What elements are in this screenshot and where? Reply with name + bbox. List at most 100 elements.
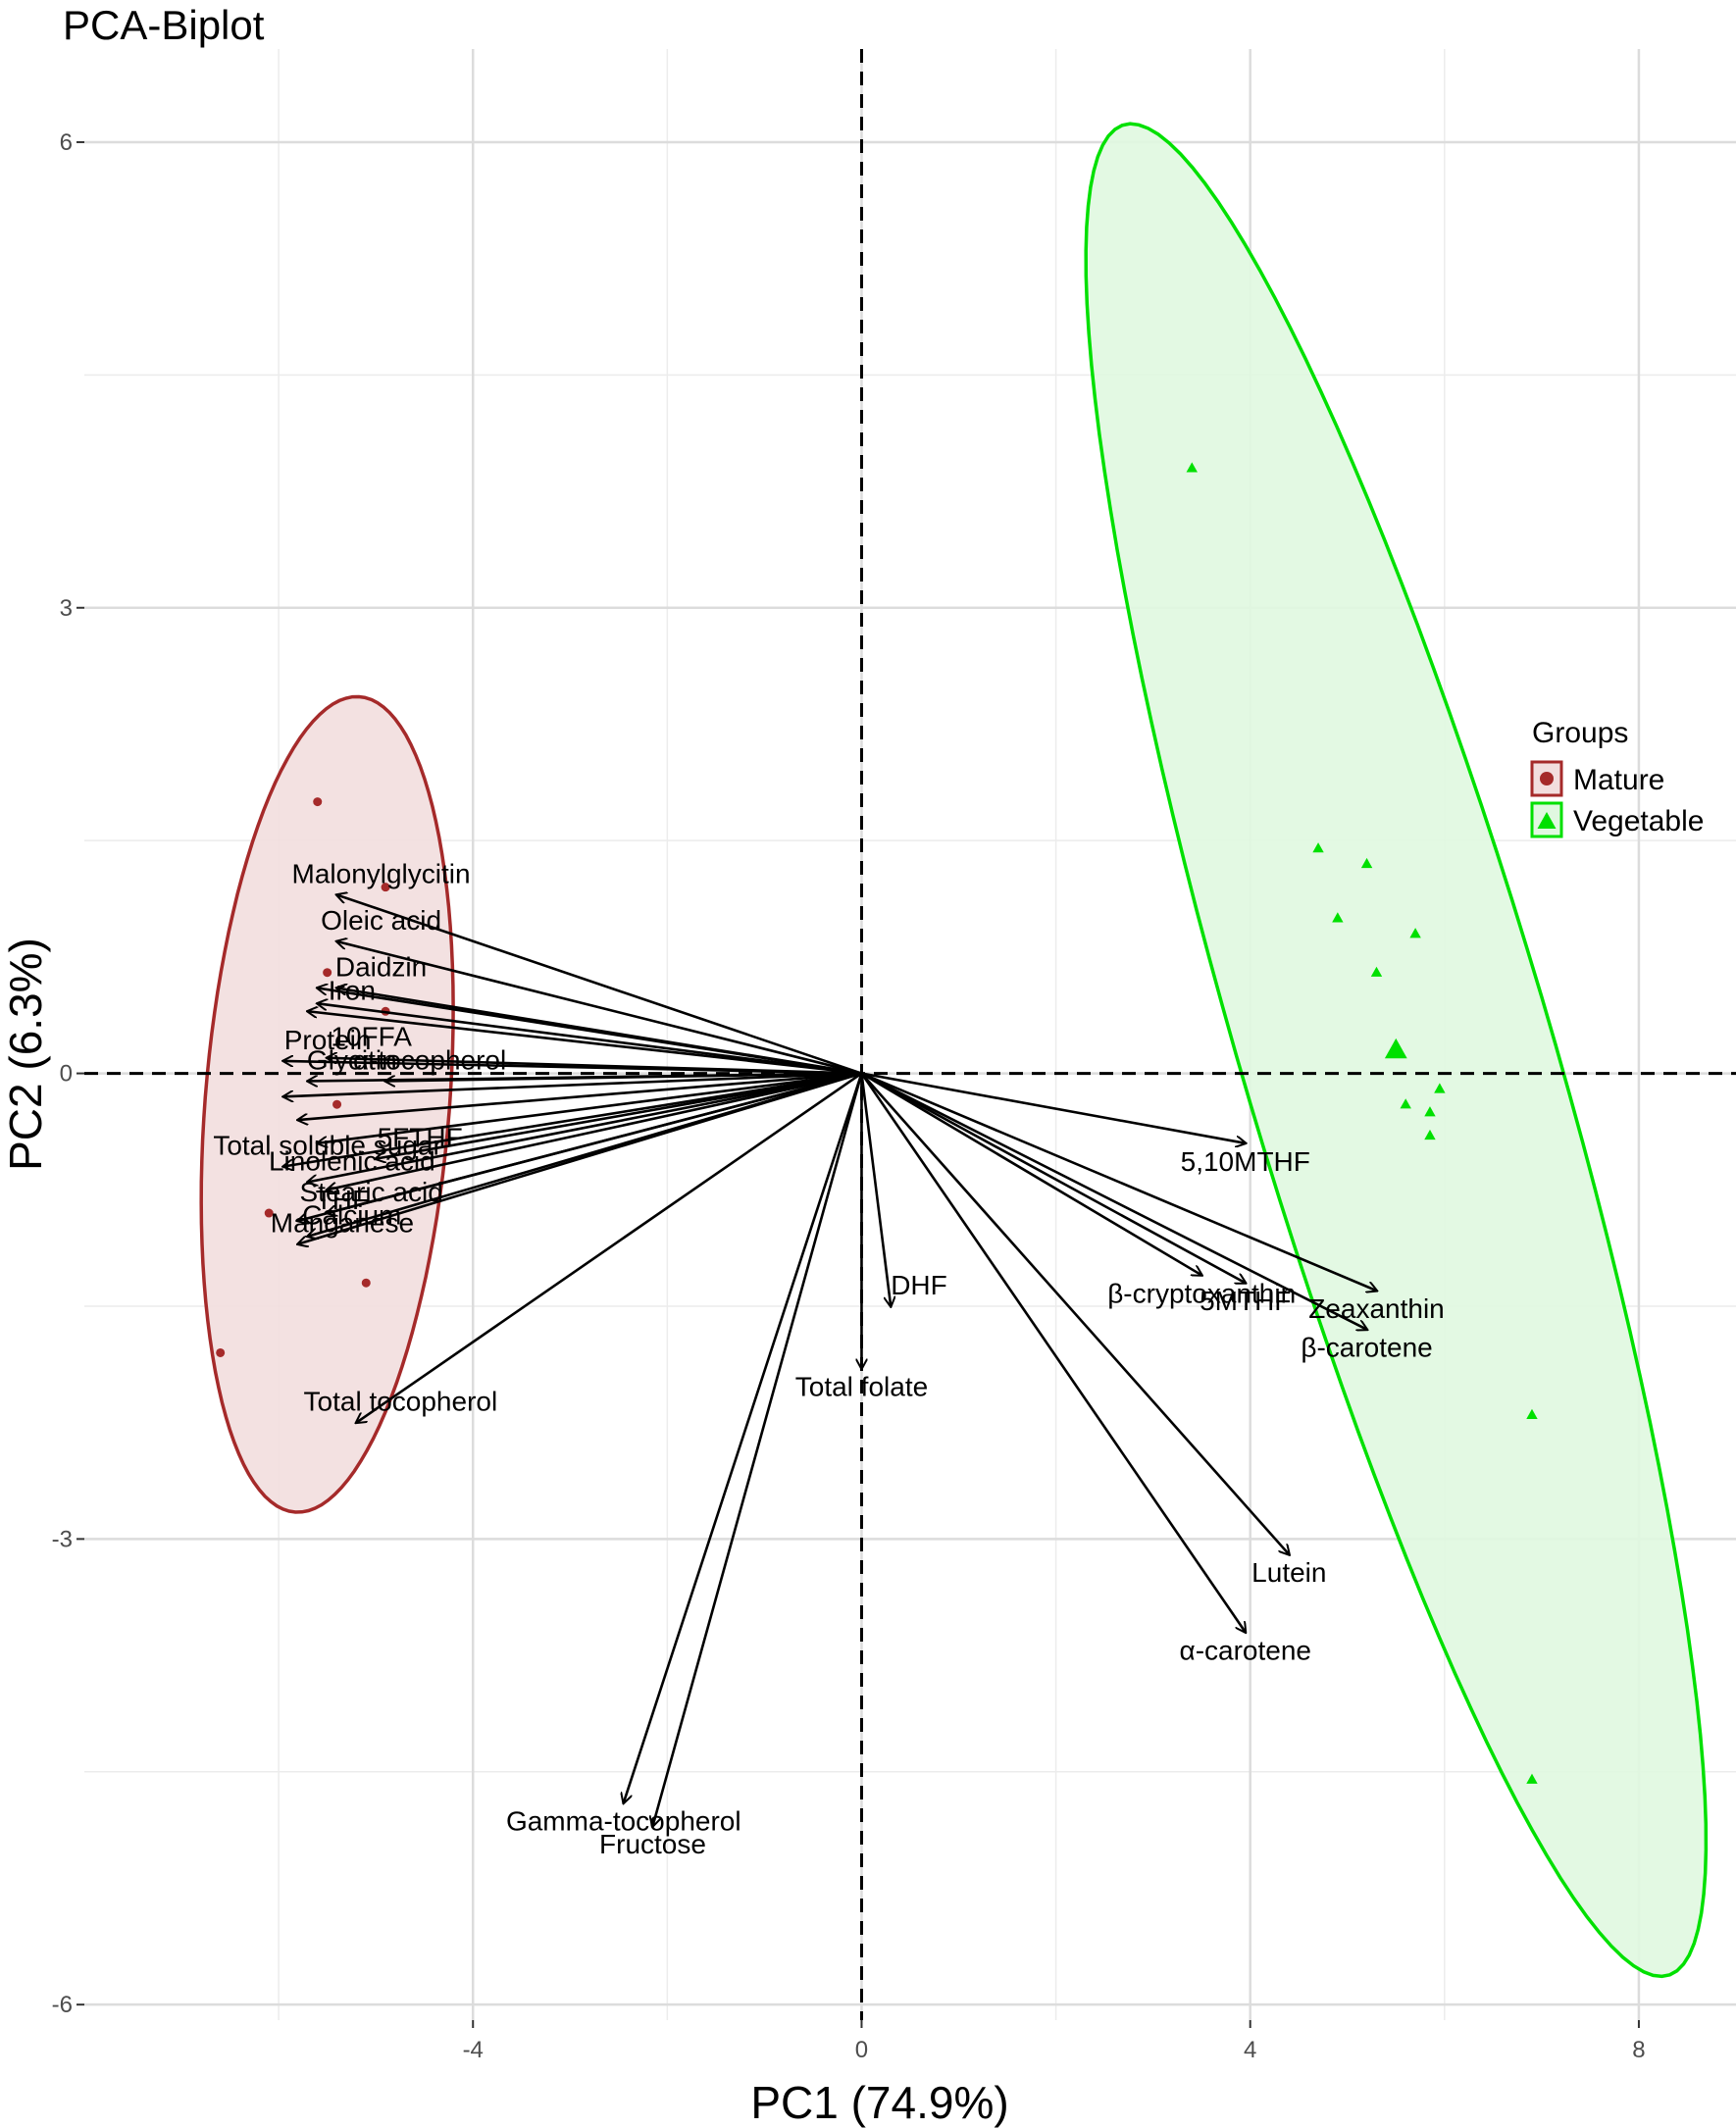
loading-label: Manganese xyxy=(271,1208,414,1239)
loading-label: α-tocopherol xyxy=(353,1044,506,1075)
loading-arrow xyxy=(860,1072,1289,1555)
point-vegetable xyxy=(1424,1106,1436,1117)
loading-arrow xyxy=(337,895,862,1075)
point-vegetable xyxy=(1186,462,1198,473)
point-mature xyxy=(332,1099,342,1109)
loading-label: Malonylglycitin xyxy=(292,859,471,889)
point-vegetable xyxy=(1332,912,1344,923)
loading-label: 5FTHF xyxy=(378,1123,463,1153)
loading-label: β-cryptoxanthin xyxy=(1107,1278,1296,1308)
loading-arrow xyxy=(318,988,862,1075)
legend-label-vegetable: Vegetable xyxy=(1573,805,1704,837)
loading-arrow xyxy=(356,1072,863,1423)
loading-label: 10FFA xyxy=(331,1022,412,1052)
x-tick-label: 0 xyxy=(855,2037,868,2063)
y-tick-label: 0 xyxy=(60,1061,73,1088)
loading-arrow xyxy=(283,1072,862,1097)
point-mature xyxy=(361,1278,371,1288)
legend: Groups Mature Vegetable xyxy=(1530,717,1704,838)
loading-arrow xyxy=(298,1072,862,1120)
y-tick-label: 6 xyxy=(60,129,73,156)
loading-label: 5,10MTHF xyxy=(1181,1146,1310,1177)
loading-arrow xyxy=(860,1072,1201,1276)
loading-arrow xyxy=(860,1072,1366,1330)
loading-label: Total soluble sugar xyxy=(213,1131,441,1161)
loading-label: Iron xyxy=(329,975,376,1005)
loading-label: α-carotene xyxy=(1180,1635,1311,1665)
loading-arrow xyxy=(283,1072,862,1167)
point-vegetable xyxy=(1312,842,1324,853)
loading-arrow xyxy=(652,1073,863,1827)
y-axis-title: PC2 (6.3%) xyxy=(0,937,51,1171)
legend-key-vegetable xyxy=(1530,801,1563,838)
point-vegetable xyxy=(1434,1083,1446,1093)
legend-marker-triangle xyxy=(1537,812,1557,829)
loading-arrow xyxy=(298,1072,862,1221)
point-vegetable xyxy=(1400,1098,1411,1109)
loading-label: Linolenic acid xyxy=(269,1145,435,1176)
legend-marker-circle xyxy=(1540,772,1554,785)
loading-arrow xyxy=(861,1072,1245,1143)
sample-points xyxy=(216,462,1538,1784)
loading-arrow xyxy=(337,941,862,1075)
loading-label: Protein xyxy=(284,1025,372,1055)
loading-label: Calcium xyxy=(302,1200,401,1231)
x-tick-label: 4 xyxy=(1244,2037,1256,2063)
y-tick-label: -3 xyxy=(52,1526,73,1552)
loading-arrow xyxy=(385,1072,862,1082)
chart-title: PCA-Biplot xyxy=(63,2,265,48)
point-vegetable xyxy=(1370,966,1383,977)
y-tick-label: 3 xyxy=(60,595,73,622)
loading-label: THF xyxy=(316,1185,369,1215)
loading-label: Oleic acid xyxy=(321,905,441,936)
loading-arrow xyxy=(318,1003,862,1075)
point-vegetable xyxy=(1526,1408,1538,1419)
reference-lines xyxy=(84,49,1736,2020)
point-vegetable xyxy=(1360,857,1373,869)
point-mature xyxy=(323,968,332,978)
loading-labels: Malonylglycitin Oleic acid Daidzin 10FFA Iro… xyxy=(213,859,1444,1860)
ellipse-mature xyxy=(199,694,455,1514)
point-mature xyxy=(264,1208,274,1218)
point-vegetable xyxy=(1409,928,1421,938)
loading-label: Fructose xyxy=(599,1829,706,1859)
loading-label: Total folate xyxy=(795,1371,928,1401)
loading-arrow xyxy=(308,1011,862,1075)
loading-arrows xyxy=(283,895,1376,1827)
point-mature xyxy=(381,883,390,892)
x-axis-title: PC1 (74.9%) xyxy=(750,2077,1008,2128)
point-mature xyxy=(313,797,323,807)
loading-label: Zeaxanthin xyxy=(1308,1293,1445,1324)
loading-arrow xyxy=(283,1061,862,1075)
legend-label-mature: Mature xyxy=(1573,764,1664,796)
loading-arrow xyxy=(624,1073,863,1803)
loading-arrow xyxy=(860,1073,891,1306)
loading-label: Stearic acid xyxy=(299,1177,442,1207)
loading-label: Daidzin xyxy=(335,952,427,983)
axis-ticks: -4 0 4 8 -6 -3 0 3 6 xyxy=(52,129,1646,2063)
x-tick-label: -4 xyxy=(463,2037,484,2063)
loading-label: Lutein xyxy=(1251,1557,1326,1588)
point-vegetable xyxy=(1526,1773,1538,1784)
loading-label: DHF xyxy=(891,1270,947,1300)
loading-arrow xyxy=(860,1072,1376,1292)
loading-arrow xyxy=(328,1072,862,1191)
loading-label: 5MTHF xyxy=(1200,1286,1291,1316)
loading-arrow xyxy=(860,1072,1245,1284)
x-tick-label: 8 xyxy=(1632,2037,1645,2063)
loading-label: Gamma-tocopherol xyxy=(506,1805,741,1836)
loading-label: β-carotene xyxy=(1301,1333,1432,1363)
point-mature xyxy=(216,1347,226,1357)
loading-arrow xyxy=(860,1072,1245,1633)
loading-label: Glycitin xyxy=(307,1044,397,1075)
legend-key-mature xyxy=(1530,760,1563,797)
y-tick-label: -6 xyxy=(52,1992,73,2018)
loading-label: Total tocopherol xyxy=(304,1387,498,1417)
loading-arrow xyxy=(298,1072,862,1244)
loading-arrow xyxy=(318,1072,862,1143)
centroid-vegetable xyxy=(1384,1038,1407,1059)
point-vegetable xyxy=(1424,1129,1436,1140)
legend-title: Groups xyxy=(1532,717,1628,749)
loading-arrow xyxy=(308,1072,862,1183)
